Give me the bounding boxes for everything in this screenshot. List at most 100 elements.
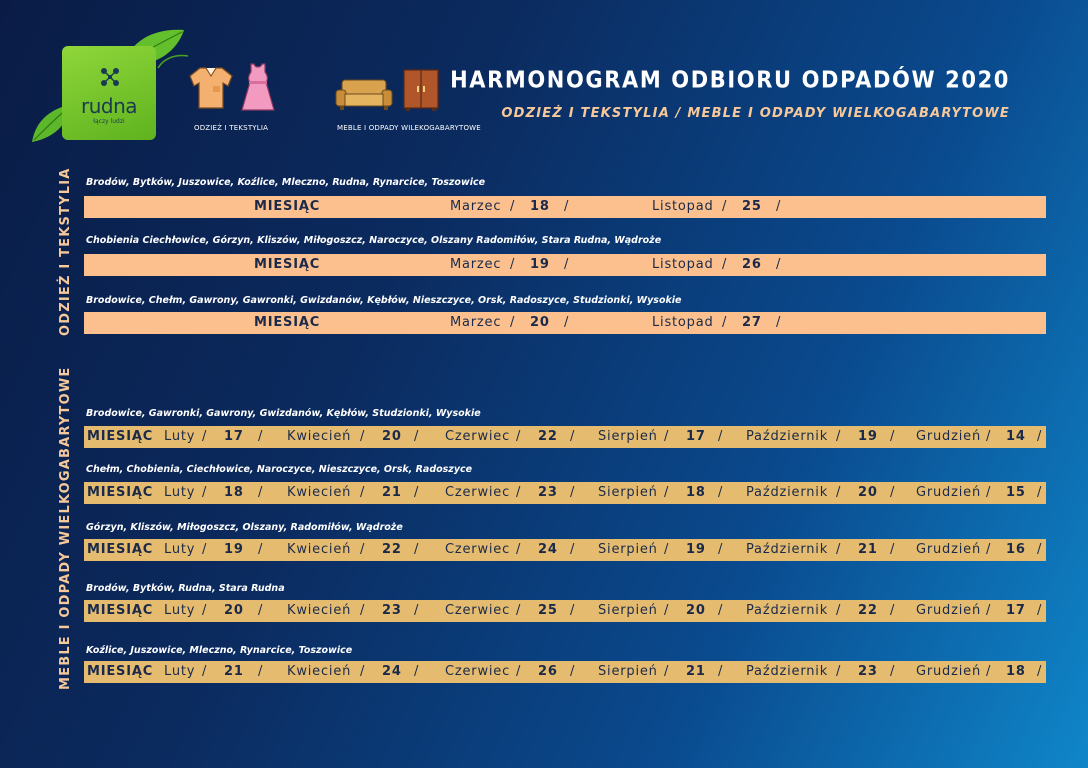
separator: / [890, 485, 896, 500]
separator: / [564, 257, 570, 272]
page-subtitle: ODZIEŻ I TEKSTYLIA / MEBLE I ODPADY WIEL… [501, 106, 1010, 121]
separator: / [890, 603, 896, 618]
separator: / [516, 603, 522, 618]
textile-row: MIESIĄC Marzec / 20 / Listopad / 27 / [84, 312, 1046, 334]
separator: / [722, 257, 728, 272]
day-value: 23 [382, 603, 402, 618]
separator: / [986, 485, 992, 500]
month-name: Grudzień [916, 429, 981, 444]
day-value: 20 [686, 603, 706, 618]
logo-name: rudna [80, 94, 138, 118]
separator: / [836, 542, 842, 557]
textile-row-locations: Brodowice, Chełm, Gawrony, Gawronki, Gwi… [86, 295, 682, 306]
textile-row: MIESIĄC Marzec / 18 / Listopad / 25 / [84, 196, 1046, 218]
month-name: Grudzień [916, 664, 981, 679]
separator: / [360, 429, 366, 444]
month-name: Luty [164, 429, 196, 444]
separator: / [516, 664, 522, 679]
month-name: Luty [164, 664, 196, 679]
month-name: Luty [164, 603, 196, 618]
separator: / [570, 429, 576, 444]
separator: / [202, 603, 208, 618]
separator: / [986, 429, 992, 444]
day-value: 16 [1006, 542, 1026, 557]
furniture-row-locations: Koźlice, Juszowice, Mleczno, Rynarcice, … [86, 645, 353, 656]
day-value: 23 [858, 664, 878, 679]
separator: / [258, 542, 264, 557]
separator: / [776, 315, 782, 330]
day-value: 22 [858, 603, 878, 618]
separator: / [360, 542, 366, 557]
day-value: 21 [686, 664, 706, 679]
separator: / [510, 257, 516, 272]
day-value: 17 [686, 429, 706, 444]
month-name: Kwiecień [287, 664, 352, 679]
month-label: MIESIĄC [254, 199, 321, 214]
month-name: Czerwiec [445, 542, 511, 557]
separator: / [202, 542, 208, 557]
day-value: 19 [858, 429, 878, 444]
day-value: 17 [1006, 603, 1026, 618]
textile-caption: ODZIEŻ I TEKSTYLIA [194, 124, 269, 132]
month-label: MIESIĄC [254, 257, 321, 272]
separator: / [516, 429, 522, 444]
separator: / [202, 485, 208, 500]
separator: / [890, 664, 896, 679]
separator: / [570, 603, 576, 618]
separator: / [986, 542, 992, 557]
textile-row-locations: Brodów, Bytków, Juszowice, Koźlice, Mlec… [86, 177, 486, 188]
separator: / [718, 603, 724, 618]
day-value: 20 [530, 315, 550, 330]
separator: / [258, 485, 264, 500]
month-label: MIESIĄC [87, 603, 154, 618]
dress-icon [241, 63, 275, 111]
logo-mark-icon [101, 68, 119, 86]
month-name: Grudzień [916, 542, 981, 557]
furniture-row: MIESIĄC Luty / 20 / Kwiecień / 23 / Czer… [84, 600, 1046, 622]
separator: / [836, 429, 842, 444]
month-label: MIESIĄC [87, 542, 154, 557]
day-value: 19 [686, 542, 706, 557]
day-value: 27 [742, 315, 762, 330]
separator: / [664, 429, 670, 444]
separator: / [1037, 603, 1043, 618]
separator: / [564, 199, 570, 214]
day-value: 24 [382, 664, 402, 679]
separator: / [1037, 664, 1043, 679]
day-value: 20 [382, 429, 402, 444]
furniture-row: MIESIĄC Luty / 18 / Kwiecień / 21 / Czer… [84, 482, 1046, 504]
separator: / [718, 429, 724, 444]
day-value: 22 [538, 429, 558, 444]
separator: / [258, 429, 264, 444]
separator: / [202, 664, 208, 679]
separator: / [836, 485, 842, 500]
month-name: Październik [746, 542, 829, 557]
day-value: 23 [538, 485, 558, 500]
month-name: Kwiecień [287, 485, 352, 500]
month-name: Październik [746, 485, 829, 500]
month-name: Marzec [450, 257, 502, 272]
day-value: 19 [224, 542, 244, 557]
month-name: Czerwiec [445, 429, 511, 444]
textile-row-locations: Chobienia Ciechłowice, Górzyn, Kliszów, … [86, 235, 662, 246]
separator: / [414, 429, 420, 444]
day-value: 17 [224, 429, 244, 444]
separator: / [986, 603, 992, 618]
month-name: Marzec [450, 199, 502, 214]
separator: / [890, 542, 896, 557]
separator: / [890, 429, 896, 444]
separator: / [570, 542, 576, 557]
separator: / [776, 257, 782, 272]
separator: / [570, 485, 576, 500]
day-value: 15 [1006, 485, 1026, 500]
separator: / [664, 603, 670, 618]
month-label: MIESIĄC [87, 429, 154, 444]
month-name: Grudzień [916, 485, 981, 500]
day-value: 18 [530, 199, 550, 214]
month-name: Luty [164, 485, 196, 500]
separator: / [360, 603, 366, 618]
month-name: Listopad [652, 257, 714, 272]
month-name: Czerwiec [445, 603, 511, 618]
day-value: 21 [858, 542, 878, 557]
furniture-row-locations: Górzyn, Kliszów, Miłogoszcz, Olszany, Ra… [86, 522, 403, 533]
